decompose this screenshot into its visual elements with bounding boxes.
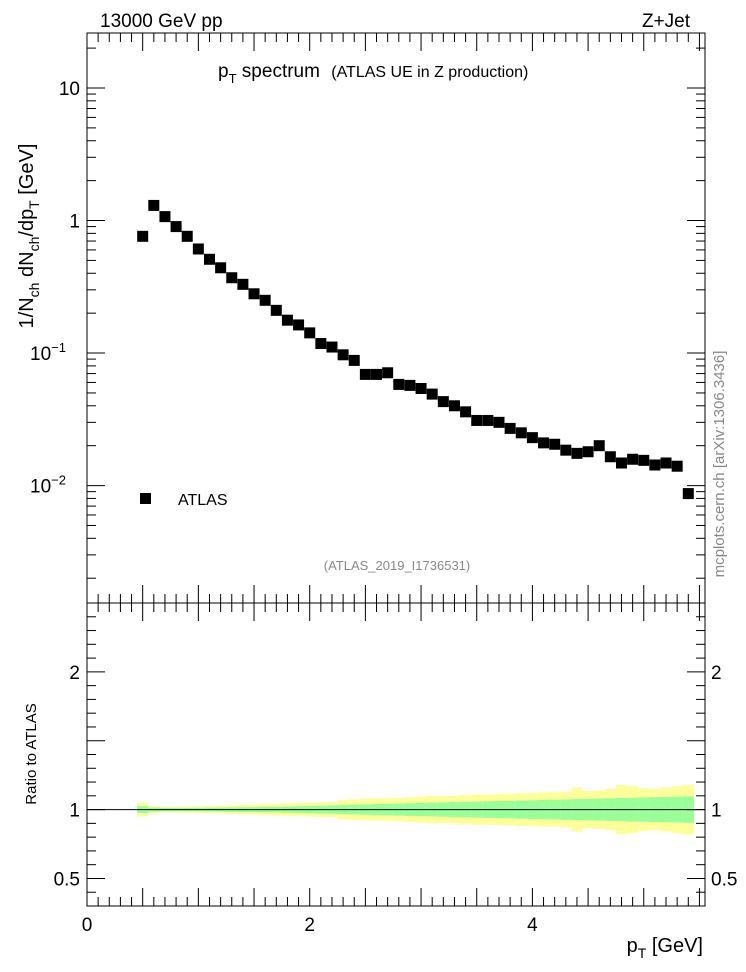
- data-point: [437, 396, 449, 408]
- main-ytick-exp: −2: [51, 473, 66, 488]
- data-point: [571, 447, 583, 459]
- data-point: [560, 444, 572, 456]
- ratio-ytick-label-right: 1: [711, 801, 722, 822]
- data-point: [649, 459, 661, 471]
- ratio-panel: 2 2 1 1 0.5 0.5 0 2 4 Ratio to ATLAS pT [GeV]: [23, 602, 737, 961]
- data-point: [226, 272, 238, 284]
- data-point: [593, 440, 605, 452]
- legend-marker-atlas: [140, 493, 151, 504]
- data-point: [582, 446, 594, 458]
- data-point: [337, 349, 349, 361]
- data-point: [404, 379, 416, 391]
- data-point: [504, 422, 516, 434]
- side-credit: mcplots.cern.ch [arXiv:1306.3436]: [711, 351, 728, 578]
- data-point: [460, 406, 472, 418]
- ylabel-part-1: 1/N: [16, 297, 38, 328]
- main-ylabel: 1/Nch dNch/dpT [GeV]: [16, 144, 42, 329]
- main-ytick-base: 10: [30, 477, 51, 498]
- ratio-xtick-label: 0: [82, 915, 93, 936]
- data-point: [259, 294, 271, 306]
- header-left: 13000 GeV pp: [100, 11, 223, 32]
- data-point: [448, 400, 460, 412]
- plot-title-rest: spectrum: [237, 61, 320, 82]
- xlabel-rest: [GeV]: [646, 935, 703, 957]
- plot-title-detail: (ATLAS UE in Z production): [331, 64, 528, 81]
- data-point: [538, 437, 550, 449]
- data-point: [638, 454, 650, 466]
- data-point: [549, 438, 561, 450]
- main-frame: [86, 32, 706, 604]
- data-point: [148, 199, 160, 211]
- ratio-xtick-label: 4: [527, 915, 538, 936]
- ratio-ytick-label-left: 1: [69, 801, 80, 822]
- data-point: [660, 457, 672, 469]
- data-point: [426, 388, 438, 400]
- data-point: [348, 354, 360, 366]
- main-ytick-label: 1: [69, 212, 80, 233]
- ratio-ylabel: Ratio to ATLAS: [23, 703, 40, 804]
- main-ytick-base: 10: [30, 344, 51, 365]
- data-point: [526, 432, 538, 444]
- data-point: [293, 319, 305, 331]
- plot-title-sub: T: [229, 71, 237, 86]
- data-point: [137, 230, 149, 242]
- data-point: [237, 278, 249, 290]
- xlabel-p: p: [627, 935, 638, 957]
- data-point: [471, 414, 483, 426]
- plot-title-p: p: [218, 61, 229, 82]
- analysis-id: (ATLAS_2019_I1736531): [324, 558, 470, 573]
- header-right: Z+Jet: [642, 11, 691, 32]
- data-point: [181, 230, 193, 242]
- ratio-xlabel: pT [GeV]: [627, 935, 703, 961]
- data-point: [415, 383, 427, 395]
- data-point: [203, 253, 215, 265]
- data-point: [382, 367, 394, 379]
- ylabel-part-3: /dp: [16, 209, 38, 237]
- data-point: [192, 243, 204, 255]
- data-point: [604, 451, 616, 463]
- ylabel-sub-ch-1: ch: [26, 283, 42, 298]
- data-point: [615, 457, 627, 469]
- ylabel-part-4: [GeV]: [16, 144, 38, 201]
- ratio-ytick-label-left: 0.5: [54, 869, 80, 890]
- data-point: [281, 314, 293, 326]
- data-point: [326, 341, 338, 353]
- ylabel-part-2: dN: [16, 251, 38, 282]
- data-point: [170, 221, 182, 233]
- plot-title: pT spectrum (ATLAS UE in Z production): [218, 61, 528, 86]
- data-point: [315, 338, 327, 350]
- main-points: [137, 199, 694, 500]
- legend-label-atlas: ATLAS: [178, 492, 228, 509]
- data-point: [627, 453, 639, 465]
- main-ytick-label: 10: [59, 79, 80, 100]
- ylabel-sub-t: T: [26, 200, 42, 209]
- data-point: [215, 262, 227, 274]
- data-point: [359, 368, 371, 380]
- data-point: [482, 414, 494, 426]
- main-ytick-label: 10−1: [30, 340, 66, 365]
- main-ytick-exp: −1: [51, 340, 66, 355]
- data-point: [671, 460, 683, 472]
- data-point: [393, 378, 405, 390]
- data-point: [270, 304, 282, 316]
- ratio-ytick-label-right: 2: [711, 663, 722, 684]
- xlabel-sub-t: T: [638, 945, 647, 961]
- main-ytick-label: 10−2: [30, 473, 66, 498]
- ratio-xtick-label: 2: [304, 915, 315, 936]
- data-point: [159, 211, 171, 223]
- data-point: [304, 327, 316, 339]
- data-point: [515, 427, 527, 439]
- data-point: [682, 488, 694, 500]
- ratio-ytick-label-right: 0.5: [711, 869, 737, 890]
- ratio-ticks: 2 2 1 1 0.5 0.5 0 2 4: [54, 603, 737, 936]
- data-point: [493, 416, 505, 428]
- data-point: [248, 288, 260, 300]
- data-point: [371, 368, 383, 380]
- ylabel-sub-ch-2: ch: [26, 237, 42, 252]
- ratio-ytick-label-left: 2: [69, 663, 80, 684]
- ratio-frame: [86, 602, 706, 907]
